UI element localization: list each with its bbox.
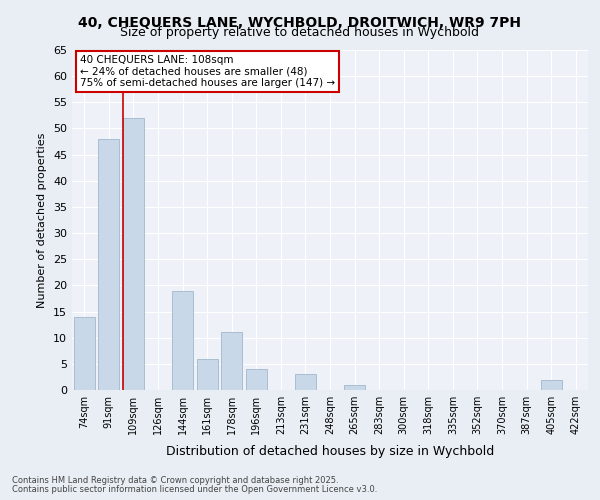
- Y-axis label: Number of detached properties: Number of detached properties: [37, 132, 47, 308]
- Bar: [344, 385, 365, 390]
- Text: Size of property relative to detached houses in Wychbold: Size of property relative to detached ho…: [121, 26, 479, 39]
- Bar: [221, 332, 242, 390]
- Text: 40 CHEQUERS LANE: 108sqm
← 24% of detached houses are smaller (48)
75% of semi-d: 40 CHEQUERS LANE: 108sqm ← 24% of detach…: [80, 55, 335, 88]
- Text: Contains public sector information licensed under the Open Government Licence v3: Contains public sector information licen…: [12, 485, 377, 494]
- Bar: [172, 290, 193, 390]
- Bar: [123, 118, 144, 390]
- Bar: [295, 374, 316, 390]
- X-axis label: Distribution of detached houses by size in Wychbold: Distribution of detached houses by size …: [166, 446, 494, 458]
- Bar: [541, 380, 562, 390]
- Bar: [98, 139, 119, 390]
- Bar: [246, 369, 267, 390]
- Text: 40, CHEQUERS LANE, WYCHBOLD, DROITWICH, WR9 7PH: 40, CHEQUERS LANE, WYCHBOLD, DROITWICH, …: [79, 16, 521, 30]
- Bar: [197, 358, 218, 390]
- Bar: [74, 317, 95, 390]
- Text: Contains HM Land Registry data © Crown copyright and database right 2025.: Contains HM Land Registry data © Crown c…: [12, 476, 338, 485]
